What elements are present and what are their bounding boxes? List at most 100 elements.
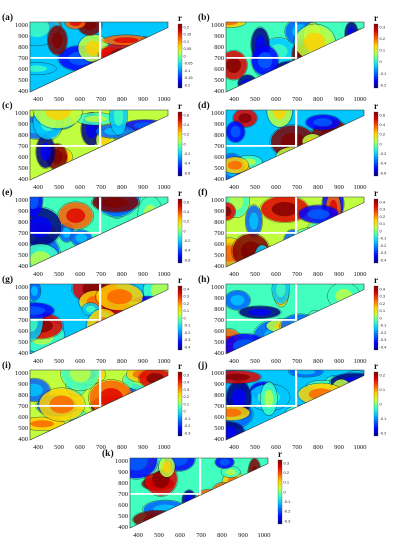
colorbar-tick-label: 0.2 [380, 132, 386, 137]
heatmap-blob-core [136, 323, 149, 333]
y-tick-label: 500 [18, 165, 28, 172]
heatmap-blob-core [31, 285, 38, 296]
heatmap-blob-core [347, 27, 356, 41]
x-tick-label: 800 [313, 358, 323, 365]
y-tick-label: 700 [214, 317, 224, 324]
y-tick-label: 1000 [115, 458, 128, 465]
heatmap-blob-core [321, 325, 339, 345]
heatmap-blob-core [340, 73, 347, 91]
x-tick-label: 1000 [158, 271, 171, 278]
y-tick-label: 1000 [15, 197, 28, 204]
heatmap-blob-core [143, 204, 157, 224]
colorbar-title: r [178, 275, 182, 285]
heatmap-blob-core [226, 408, 242, 417]
colorbar-tick-label: -0.05 [184, 61, 194, 66]
colorbar-tick-label: 0.3 [184, 294, 190, 299]
x-tick-label: 500 [154, 532, 164, 539]
heatmap-blob-core [328, 240, 345, 253]
y-tick-label: 600 [214, 328, 224, 335]
heatmap-blob [310, 309, 348, 332]
heatmap-blob [141, 382, 168, 419]
contour-line [309, 309, 349, 333]
colorbar-tick-label: 0 [184, 228, 187, 233]
contour-line [144, 143, 162, 175]
heatmap-blob [333, 160, 355, 180]
x-tick-label: 400 [33, 444, 43, 451]
x-tick-label: 900 [334, 444, 344, 451]
heatmap-blob [211, 482, 236, 502]
x-tick-label: 1000 [158, 184, 171, 191]
x-tick-label: 500 [54, 271, 64, 278]
x-tick-label: 800 [217, 532, 227, 539]
region-separator-horizontal [30, 57, 99, 59]
plot-outline [225, 369, 365, 441]
x-tick-label: 1000 [258, 532, 271, 539]
heatmap-blob-core [303, 32, 326, 53]
contour-line [226, 197, 250, 219]
heatmap-blob [146, 65, 168, 92]
x-tick-label: 900 [334, 271, 344, 278]
region-separator-vertical [99, 22, 102, 92]
x-tick-label: 400 [229, 358, 239, 365]
colorbar-tick-label: 0.2 [284, 470, 290, 475]
heatmap-blob-core [238, 503, 247, 518]
heatmap-blob-core [83, 22, 97, 31]
heatmap-blob-core [227, 160, 243, 170]
colorbar-tick-label: 0.3 [380, 207, 386, 212]
heatmap-blob-core [300, 233, 321, 246]
heatmap-blob [314, 317, 346, 352]
heatmap-blob [102, 161, 133, 174]
heatmap-blob-core [317, 222, 343, 243]
colorbar-tick-label: 0.4 [184, 286, 190, 291]
contour-line [132, 394, 168, 433]
x-tick-label: 500 [54, 444, 64, 451]
heatmap-blob [276, 147, 309, 166]
heatmap-blob-core [320, 338, 332, 348]
x-tick-label: 700 [96, 184, 106, 191]
y-tick-label: 500 [214, 425, 224, 432]
colorbar-tick-label: -0.3 [184, 430, 192, 435]
heatmap-field [130, 458, 268, 528]
heatmap-blob-core [142, 403, 164, 424]
contour-line [226, 120, 246, 143]
colorbar-tick-label: 0.2 [184, 24, 190, 29]
x-tick-label: 900 [138, 444, 148, 451]
colorbar-tick-label: 0 [380, 59, 383, 64]
contour-line [260, 381, 278, 417]
y-tick-label: 400 [214, 176, 224, 183]
y-tick-label: 500 [118, 513, 128, 520]
colorbar-tick-label: -0.1 [380, 236, 388, 241]
heatmap-blob [91, 239, 105, 265]
x-tick-label: 600 [75, 96, 85, 103]
y-tick-label: 600 [214, 66, 224, 73]
heatmap-blob-core [281, 65, 301, 77]
heatmap-blob [133, 510, 182, 528]
colorbar [373, 198, 379, 264]
colorbar-tick-label: -0.2 [184, 423, 192, 428]
colorbar-title: r [178, 188, 182, 198]
contour-line [47, 24, 68, 56]
region-separator-vertical [99, 197, 102, 267]
heatmap-blob-core [226, 22, 238, 26]
y-tick-label: 700 [18, 55, 28, 62]
colorbar-tick-label: -0.2 [184, 82, 192, 87]
heatmap-blob-core [345, 134, 364, 147]
heatmap-blob [344, 22, 358, 46]
colorbar-title: r [178, 361, 182, 371]
heatmap-blob-core [332, 307, 351, 315]
heatmap-blob-core [127, 70, 148, 89]
contour-line [140, 381, 168, 420]
x-tick-label: 900 [334, 96, 344, 103]
y-tick-label: 500 [214, 252, 224, 259]
colorbar-tick-label: -0.1 [380, 71, 388, 76]
x-tick-label: 400 [33, 271, 43, 278]
colorbar-title: r [278, 449, 282, 459]
heatmap-blob-core [114, 144, 129, 164]
heatmap-blob-core [257, 251, 267, 267]
heatmap-blob-core [148, 151, 158, 168]
heatmap-blob [64, 420, 85, 440]
colorbar-tick-label: -0.4 [184, 161, 192, 166]
x-tick-label: 900 [138, 184, 148, 191]
contour-line [91, 238, 106, 265]
contour-line [226, 290, 251, 311]
